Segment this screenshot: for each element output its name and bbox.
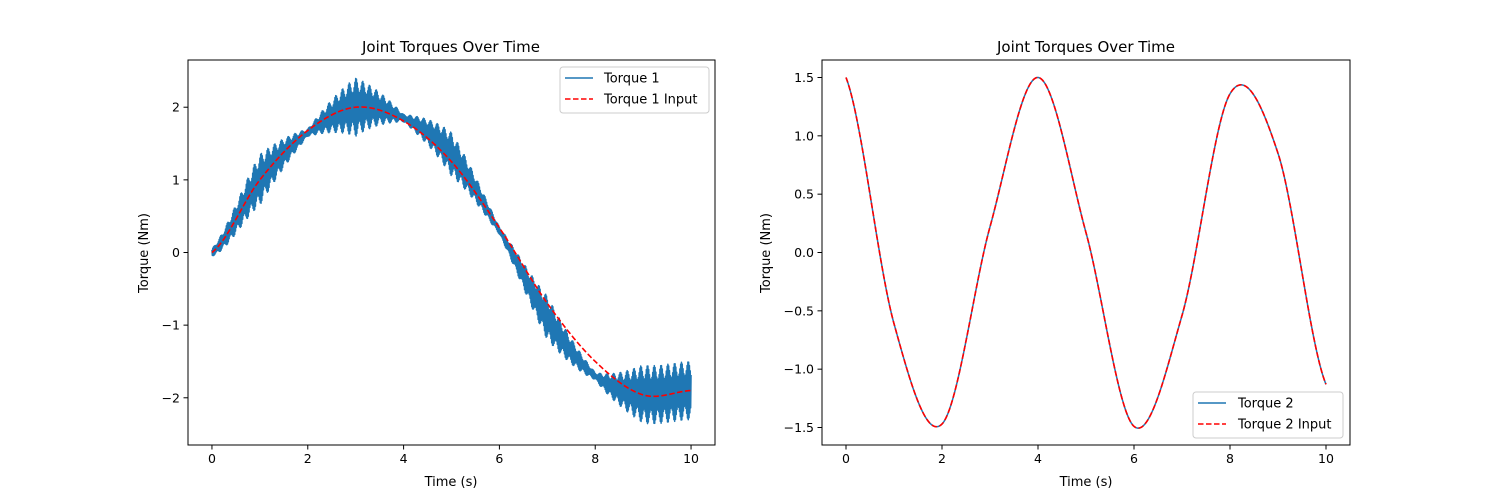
y-tick-label: −1.5	[784, 420, 814, 435]
chart-left: Joint Torques Over Time Time (s) Torque …	[137, 38, 716, 490]
x-axis-ticks: 0 2 4 6 8 10	[842, 445, 1334, 466]
chart-title: Joint Torques Over Time	[996, 38, 1175, 56]
x-tick-label: 8	[1226, 451, 1234, 466]
y-tick-label: 0	[172, 245, 180, 260]
plot-area	[211, 77, 692, 425]
y-tick-label: 1.5	[794, 70, 814, 85]
legend-box	[559, 66, 710, 114]
x-tick-label: 0	[208, 451, 216, 466]
y-tick-label: −2	[162, 390, 180, 405]
y-tick-label: 2	[172, 100, 180, 115]
y-tick-label: 1	[172, 172, 180, 187]
x-tick-label: 4	[400, 451, 408, 466]
x-tick-label: 8	[591, 451, 599, 466]
legend-label-torque-1: Torque 1	[603, 72, 660, 87]
legend-label-torque-2: Torque 2	[1237, 397, 1294, 412]
y-axis-ticks: −2 −1 0 1 2	[162, 100, 188, 405]
y-tick-label: −1	[162, 318, 180, 333]
plot-area	[845, 76, 1327, 429]
x-axis-label: Time (s)	[1059, 475, 1113, 490]
chart-title: Joint Torques Over Time	[361, 38, 540, 56]
x-tick-label: 10	[1318, 451, 1334, 466]
x-axis-ticks: 0 2 4 6 8 10	[208, 445, 699, 466]
series-line-torque-1-input	[211, 106, 692, 398]
x-tick-label: 2	[304, 451, 312, 466]
series-line-torque-1	[211, 77, 692, 425]
legend-label-torque-1-input: Torque 1 Input	[603, 93, 698, 108]
x-tick-label: 10	[683, 451, 699, 466]
x-axis-label: Time (s)	[424, 475, 478, 490]
x-tick-label: 2	[938, 451, 946, 466]
y-tick-label: 0.5	[794, 187, 814, 202]
legend-label-torque-2-input: Torque 2 Input	[1237, 418, 1332, 433]
x-tick-label: 6	[1130, 451, 1138, 466]
y-tick-label: 1.0	[794, 128, 814, 143]
x-tick-label: 6	[495, 451, 503, 466]
x-tick-label: 4	[1034, 451, 1042, 466]
series-line-torque-2-input	[845, 76, 1327, 429]
y-tick-label: −1.0	[784, 362, 814, 377]
y-tick-label: −0.5	[784, 303, 814, 318]
x-tick-label: 0	[842, 451, 850, 466]
y-axis-ticks: −1.5 −1.0 −0.5 0.0 0.5 1.0 1.5	[784, 70, 822, 435]
y-axis-label: Torque (Nm)	[759, 213, 774, 294]
y-tick-label: 0.0	[794, 245, 814, 260]
legend: Torque 2 Torque 2 Input	[1192, 391, 1344, 439]
chart-right: Joint Torques Over Time Time (s) Torque …	[759, 38, 1351, 490]
legend: Torque 1 Torque 1 Input	[559, 66, 710, 114]
y-axis-label: Torque (Nm)	[137, 213, 152, 294]
legend-box	[1192, 391, 1344, 439]
